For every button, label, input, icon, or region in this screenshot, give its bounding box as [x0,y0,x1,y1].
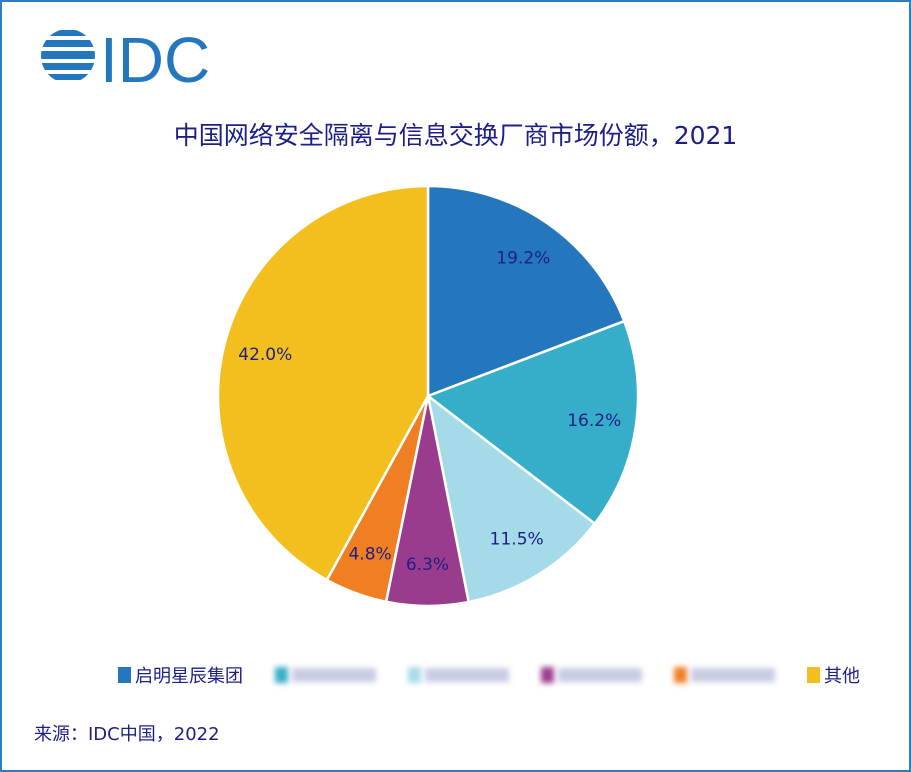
data-label-4: 4.8% [348,545,391,565]
legend-item-4 [674,667,775,683]
legend-label [691,668,775,682]
legend-label [425,668,509,682]
legend-swatch [807,667,820,683]
legend-item-1 [275,667,376,683]
data-label-3: 6.3% [406,555,449,575]
legend: 启明星辰集团 其他 [118,662,892,688]
data-label-5: 42.0% [238,345,292,365]
data-label-0: 19.2% [496,249,550,269]
pie-slice-5 [216,184,430,582]
legend-label: 启明星辰集团 [135,666,243,687]
legend-swatch [118,667,131,683]
legend-item-3 [541,667,642,683]
legend-item-0: 启明星辰集团 [118,662,243,688]
data-label-1: 16.2% [567,411,621,431]
legend-label [558,668,642,682]
legend-item-2 [408,667,509,683]
data-label-2: 11.5% [490,530,544,550]
legend-label [292,668,376,682]
legend-swatch [275,667,288,683]
pie-slice-0 [426,184,626,398]
source-note: 来源：IDC中国，2022 [34,724,220,745]
pie-slice-2 [426,392,597,604]
legend-label: 其他 [824,666,860,687]
legend-swatch [408,667,421,683]
chart-title: 中国网络安全隔离与信息交换厂商市场份额，2021 [173,121,738,150]
idc-logo: IDC [41,28,210,88]
legend-swatch [674,667,687,683]
legend-swatch [541,667,554,683]
pie-slice-1 [425,319,640,526]
svg-text:IDC: IDC [100,28,210,88]
legend-item-5: 其他 [807,662,860,688]
